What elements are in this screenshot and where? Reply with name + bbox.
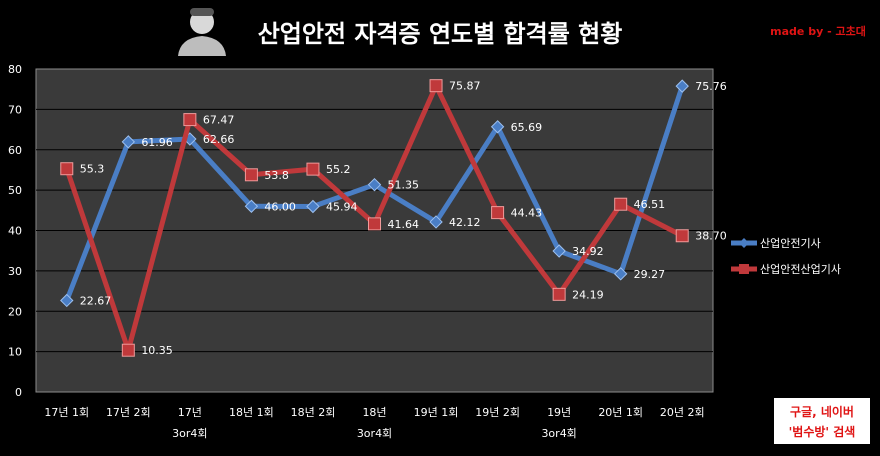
series-marker-0 <box>306 199 320 214</box>
series-marker-0 <box>429 215 443 229</box>
data-label: 51.35 <box>388 179 420 192</box>
data-label: 38.70 <box>695 230 727 243</box>
data-label: 10.35 <box>141 344 173 357</box>
series-marker-1 <box>121 343 135 357</box>
series-group <box>60 79 689 357</box>
legend-marker <box>739 238 749 248</box>
legend-label: 산업안전산업기사 <box>760 263 841 276</box>
x-tick-label: 17년 1회 <box>44 406 89 419</box>
data-label: 41.64 <box>388 218 420 231</box>
series-marker-1 <box>368 217 381 231</box>
y-tick-label: 10 <box>8 346 22 359</box>
x-tick-label: 19년 <box>547 406 571 419</box>
series-marker-0 <box>675 79 689 93</box>
legend-label: 산업안전기사 <box>760 237 821 250</box>
note-line-2: '범수방' 검색 <box>789 424 856 439</box>
x-tick-label: 20년 1회 <box>598 406 643 419</box>
credit-text: made by - 고초대 <box>770 24 866 38</box>
data-label: 55.3 <box>80 163 105 176</box>
series-marker-0 <box>60 293 74 308</box>
series-marker-1 <box>675 229 689 243</box>
page-title: 산업안전 자격증 연도별 합격률 현황 <box>258 20 623 48</box>
y-tick-label: 80 <box>8 63 22 76</box>
data-labels: 22.67 61.96 62.66 46.00 45.94 51.35 42.12 65.69… <box>80 80 727 358</box>
data-label: 34.92 <box>572 245 604 258</box>
series-marker-1 <box>244 168 258 182</box>
x-tick-label: 3or4회 <box>357 427 392 440</box>
x-tick-label: 20년 2회 <box>660 406 705 419</box>
series-marker-1 <box>306 162 320 176</box>
data-label: 45.94 <box>326 201 358 214</box>
x-axis-ticks: 17년 1회 17년 2회 17년 3or4회 18년 1회 18년 2회 18년 3or4회… <box>44 406 704 440</box>
note-line-1: 구글, 네이버 <box>790 404 854 419</box>
x-tick-label: 19년 2회 <box>475 406 520 419</box>
data-label: 67.47 <box>203 114 235 127</box>
series-marker-1 <box>614 197 628 211</box>
data-label: 24.19 <box>572 288 604 301</box>
y-tick-label: 60 <box>8 144 22 157</box>
y-tick-label: 50 <box>8 184 22 197</box>
series-marker-0 <box>121 135 136 149</box>
y-tick-label: 30 <box>8 265 22 278</box>
data-label: 53.8 <box>264 169 289 182</box>
data-label: 75.76 <box>695 80 727 93</box>
series-marker-0 <box>367 177 382 192</box>
x-tick-label: 17년 <box>178 406 202 419</box>
series-marker-0 <box>613 267 628 281</box>
series-marker-1 <box>491 206 505 220</box>
y-tick-label: 20 <box>8 305 22 318</box>
x-tick-label: 18년 1회 <box>229 406 274 419</box>
x-tick-label: 18년 <box>362 406 386 419</box>
data-label: 22.67 <box>80 294 112 307</box>
x-tick-label: 17년 2회 <box>106 406 151 419</box>
data-label: 42.12 <box>449 216 481 229</box>
x-tick-label: 19년 1회 <box>414 406 459 419</box>
data-label: 55.2 <box>326 163 351 176</box>
series-marker-1 <box>552 287 566 301</box>
series-marker-1 <box>429 79 443 93</box>
data-label: 29.27 <box>634 268 666 281</box>
series-marker-0 <box>490 120 505 134</box>
data-label: 75.87 <box>449 80 481 93</box>
avatar-hair <box>190 8 214 16</box>
x-tick-label: 3or4회 <box>541 427 576 440</box>
series-marker-1 <box>183 113 197 127</box>
y-tick-label: 0 <box>15 386 22 399</box>
legend-marker <box>739 264 749 274</box>
series-marker-0 <box>552 244 566 258</box>
avatar-body <box>178 36 226 56</box>
series-marker-0 <box>244 199 259 213</box>
data-label: 46.51 <box>634 198 666 211</box>
avatar <box>178 8 226 56</box>
note-box <box>774 398 870 444</box>
data-label: 44.43 <box>511 207 543 220</box>
series-marker-1 <box>60 162 74 176</box>
data-label: 65.69 <box>511 121 543 134</box>
data-label: 46.00 <box>264 200 296 213</box>
y-tick-label: 40 <box>8 225 22 238</box>
data-label: 61.96 <box>141 136 173 149</box>
x-tick-label: 3or4회 <box>172 427 207 440</box>
x-tick-label: 18년 2회 <box>291 406 336 419</box>
y-axis-ticks: 0 10 20 30 40 50 60 70 80 <box>8 63 22 399</box>
data-label: 62.66 <box>203 133 235 146</box>
y-tick-label: 70 <box>8 103 22 116</box>
